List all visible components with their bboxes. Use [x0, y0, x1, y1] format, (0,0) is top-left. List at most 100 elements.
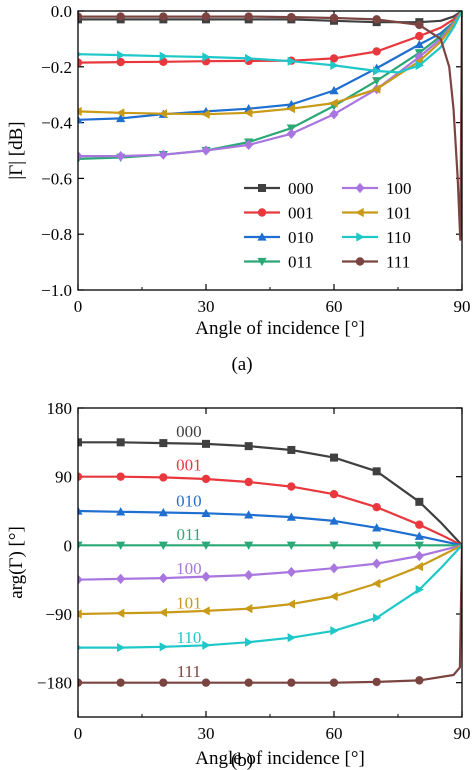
plot-frame	[77, 10, 463, 291]
data-point-100	[372, 558, 382, 569]
data-point-100	[116, 573, 126, 585]
data-point-001	[372, 502, 381, 512]
y-axis-label: |Γ| [dB]	[6, 121, 27, 179]
x-tick-label: 60	[326, 297, 343, 316]
y-tick-label: −90	[45, 605, 72, 624]
legend-item-111: 111	[342, 253, 410, 272]
data-point-111	[159, 12, 168, 21]
data-point-010	[116, 113, 126, 123]
data-point-010	[286, 512, 296, 521]
data-point-011	[372, 541, 382, 550]
data-point-111	[78, 678, 83, 687]
series-label-000: 000	[176, 422, 202, 441]
legend-marker	[356, 232, 365, 242]
y-tick-label: −180	[37, 674, 72, 693]
data-point-101	[158, 109, 168, 119]
legend-label: 100	[386, 179, 412, 198]
series-101	[78, 11, 462, 119]
legend: 000 001 010 011 100 101 110 111	[244, 179, 412, 272]
series-111	[78, 11, 462, 241]
data-point-100	[78, 574, 83, 585]
series-110	[78, 11, 462, 76]
data-point-110	[244, 53, 254, 64]
series-line-100	[78, 544, 462, 581]
series-label-110: 110	[176, 628, 201, 647]
series-line-110	[78, 544, 462, 649]
data-point-101	[414, 562, 424, 572]
y-tick-label: 0	[64, 536, 73, 555]
series-line-010	[78, 11, 462, 121]
series-011	[78, 541, 462, 550]
y-tick-label: −0.6	[41, 169, 72, 188]
data-point-110	[372, 613, 382, 623]
legend-label: 010	[288, 228, 314, 247]
data-point-010	[414, 531, 424, 540]
series-101	[78, 544, 462, 619]
data-point-001	[287, 482, 296, 491]
legend-marker	[258, 184, 266, 192]
series-line-000	[78, 441, 462, 547]
data-point-101	[329, 591, 338, 602]
data-point-011	[244, 541, 254, 550]
data-point-010	[414, 39, 424, 49]
legend-item-001: 001	[244, 204, 314, 223]
legend-marker	[355, 257, 365, 266]
data-point-010	[78, 506, 83, 515]
series-001	[78, 472, 462, 547]
series-100	[78, 11, 462, 162]
series-000	[78, 438, 462, 547]
panel-caption: (b)	[231, 750, 253, 770]
data-point-101	[116, 608, 125, 618]
legend-item-100: 100	[342, 179, 412, 198]
data-point-010	[372, 523, 382, 532]
data-point-100	[244, 139, 254, 151]
y-tick-label: −0.4	[41, 114, 72, 133]
data-point-111	[201, 12, 211, 21]
y-tick-label: 90	[55, 468, 72, 487]
data-point-011	[329, 541, 339, 550]
data-point-011	[116, 541, 126, 550]
legend-item-010: 010	[244, 228, 314, 247]
y-tick-label: −1.0	[41, 281, 72, 300]
data-point-101	[286, 104, 296, 114]
legend-item-101: 101	[342, 204, 412, 223]
data-point-011	[372, 77, 382, 86]
data-point-101	[116, 108, 125, 118]
data-point-010	[244, 510, 254, 519]
legend-item-000: 000	[244, 179, 314, 198]
data-point-110	[415, 60, 424, 71]
legend-label: 000	[288, 179, 314, 198]
data-point-110	[116, 642, 126, 653]
legend-marker	[355, 182, 365, 194]
x-tick-label: 30	[198, 297, 215, 316]
series-line-011	[78, 11, 462, 160]
series-line-001	[78, 11, 462, 64]
data-point-110	[244, 637, 254, 647]
data-point-101	[244, 108, 253, 118]
legend-item-011: 011	[244, 253, 313, 272]
data-point-000	[78, 438, 82, 447]
legend-marker	[257, 232, 267, 241]
data-point-110	[287, 633, 296, 643]
data-point-100	[286, 128, 296, 139]
legend-label: 110	[386, 228, 411, 247]
data-point-111	[329, 13, 339, 23]
data-point-110	[159, 51, 168, 61]
data-point-110	[116, 50, 126, 60]
series-label-010: 010	[176, 491, 202, 510]
data-point-111	[415, 676, 424, 685]
series-010	[78, 11, 462, 124]
x-tick-label: 90	[454, 297, 471, 316]
data-point-001	[415, 520, 424, 529]
series-010	[78, 506, 462, 547]
data-point-111	[159, 678, 168, 687]
x-tick-label: 90	[454, 724, 471, 743]
data-point-000	[415, 497, 424, 506]
data-point-011	[286, 541, 296, 550]
data-point-110	[330, 626, 339, 636]
data-point-010	[201, 508, 211, 517]
data-point-101	[78, 106, 82, 117]
data-point-001	[78, 58, 83, 67]
data-point-010	[116, 507, 126, 516]
